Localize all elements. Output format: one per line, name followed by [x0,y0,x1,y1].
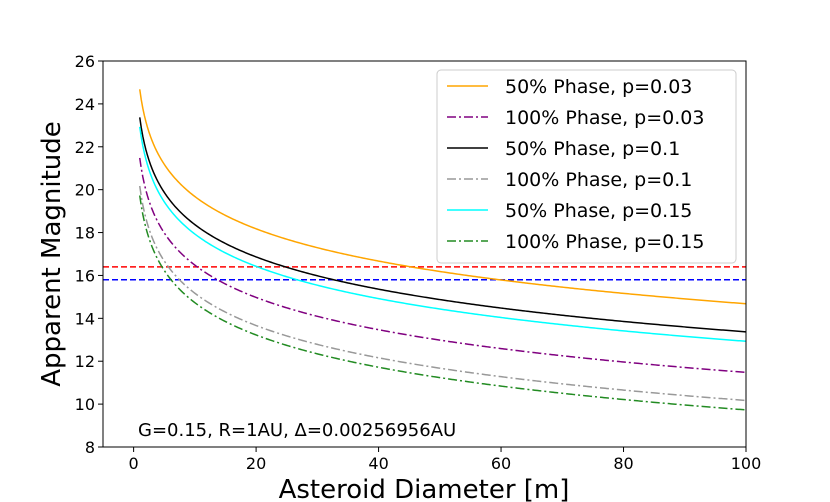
x-axis-title: Asteroid Diameter [m] [279,475,570,502]
x-tick-label: 0 [129,454,139,473]
series-line-4 [138,185,747,402]
y-tick-label: 20 [75,181,95,200]
series-line-2 [138,157,747,374]
legend-label-1: 50% Phase, p=0.03 [505,76,692,98]
x-tick-label: 40 [368,454,388,473]
legend-label-3: 50% Phase, p=0.1 [505,138,680,160]
x-tick-label: 60 [491,454,511,473]
legend-label-6: 100% Phase, p=0.15 [505,231,704,253]
series-lines [138,89,747,411]
x-axis-ticks: 0 20 40 60 80 100 [129,447,762,473]
legend-box [436,69,737,264]
y-tick-label: 12 [75,352,95,371]
series-line-1 [138,89,747,305]
y-tick-label: 14 [75,309,95,328]
x-tick-label: 100 [731,454,762,473]
parameter-annotation: G=0.15, R=1AU, Δ=0.00256956AU [138,420,456,441]
plot-frame [102,60,747,448]
y-tick-label: 10 [75,395,95,414]
y-tick-label: 18 [75,224,95,243]
y-tick-label: 16 [75,266,95,285]
legend: 50% Phase, p=0.03 100% Phase, p=0.03 50% P… [436,69,737,264]
series-line-5 [138,126,747,343]
legend-label-2: 100% Phase, p=0.03 [505,107,704,129]
x-tick-label: 80 [613,454,633,473]
reference-lines [103,266,746,281]
legend-items: 50% Phase, p=0.03 100% Phase, p=0.03 50% P… [447,76,704,253]
y-tick-label: 26 [75,52,95,71]
legend-label-5: 50% Phase, p=0.15 [505,200,692,222]
x-tick-label: 20 [246,454,266,473]
series-line-6 [138,195,747,411]
y-axis-ticks: 8 10 12 14 16 18 20 22 24 26 [75,52,103,457]
y-tick-label: 8 [85,438,95,457]
legend-label-4: 100% Phase, p=0.1 [505,169,692,191]
y-axis-title: Apparent Magnitude [37,121,67,387]
y-tick-label: 22 [75,138,95,157]
series-line-3 [138,117,747,333]
y-tick-label: 24 [75,95,95,114]
